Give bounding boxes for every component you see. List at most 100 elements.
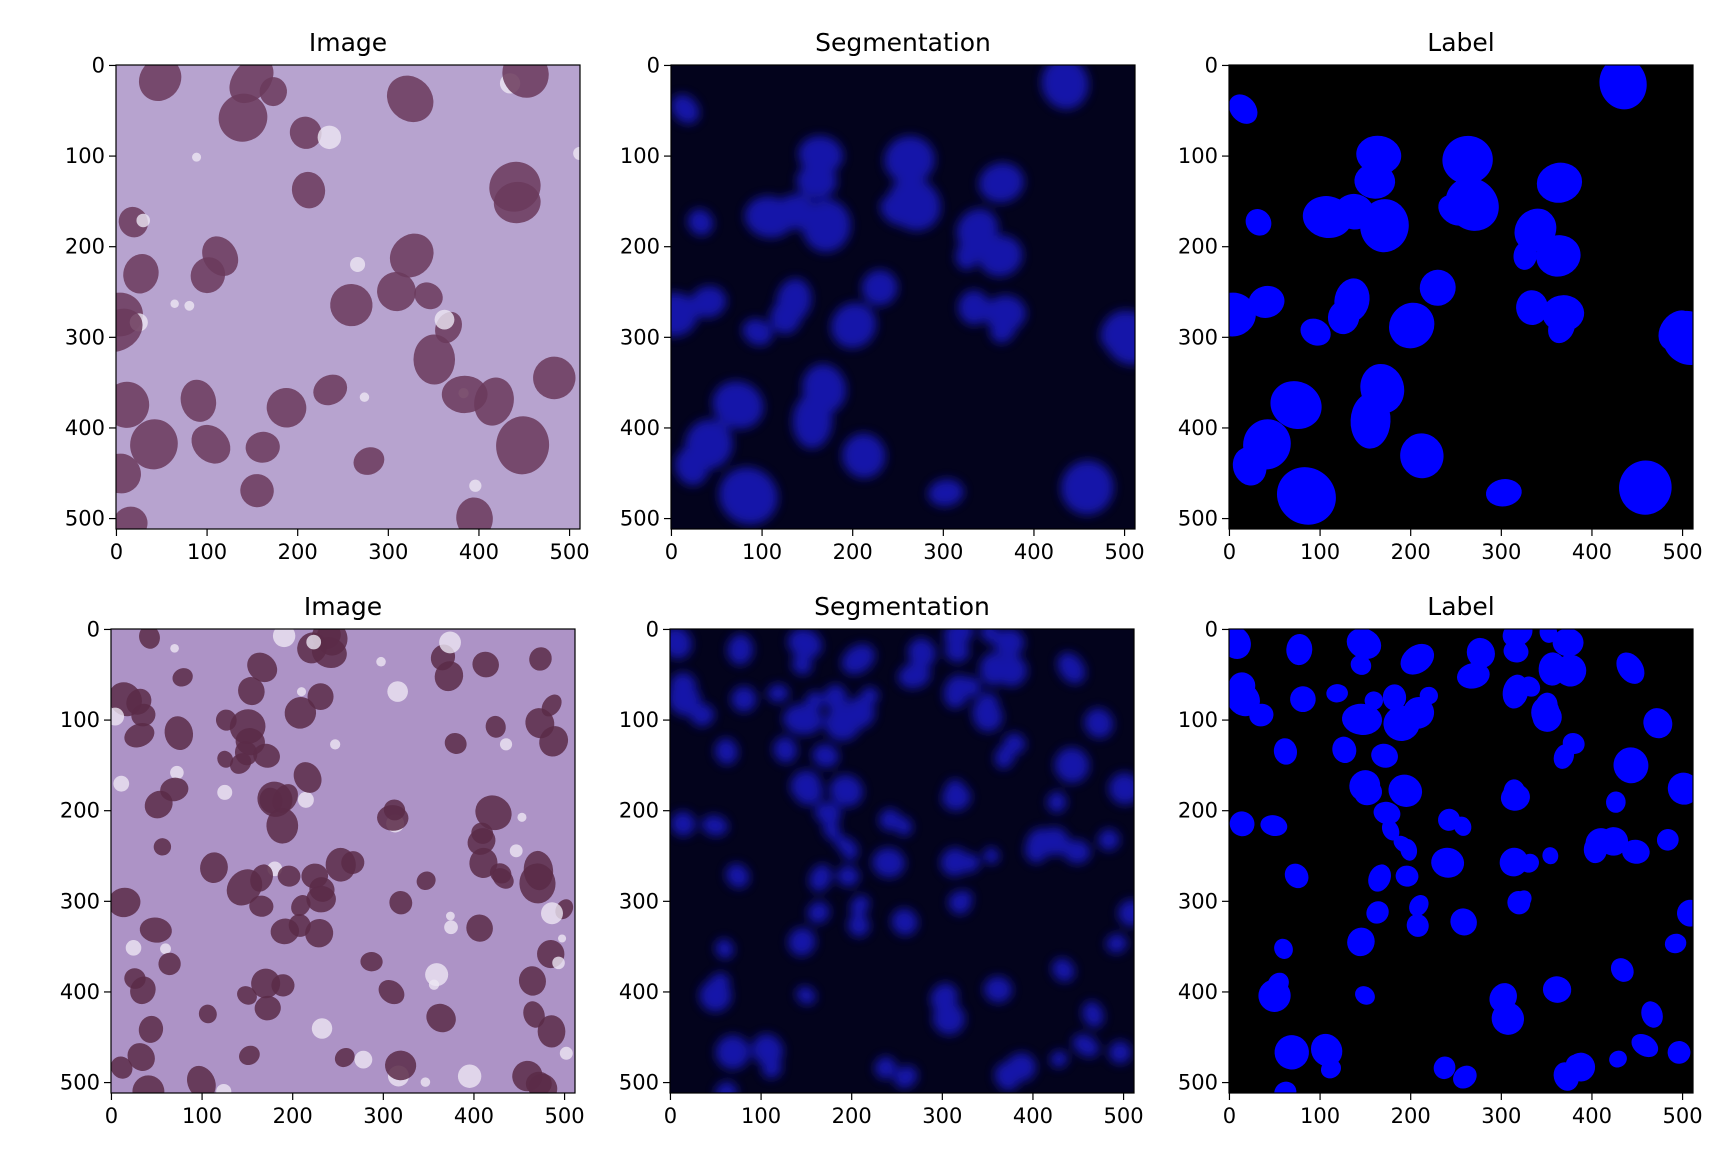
nucleus <box>253 743 280 768</box>
vacuole <box>296 687 307 697</box>
subplot-title: Label <box>1427 28 1494 57</box>
nucleus <box>1553 744 1575 769</box>
nuclei <box>1229 629 1693 1093</box>
nucleus <box>164 716 194 750</box>
nucleus <box>1664 933 1687 954</box>
nucleus <box>1274 1081 1297 1093</box>
nucleus <box>1258 979 1291 1012</box>
y-tick-label: 400 <box>1178 980 1218 1004</box>
nucleus <box>1245 209 1272 236</box>
y-tick-label: 300 <box>1178 889 1218 913</box>
nucleus <box>489 161 541 212</box>
nucleus <box>537 1015 566 1048</box>
y-tick-label: 200 <box>60 799 100 823</box>
x-tick-label: 300 <box>368 540 408 564</box>
image <box>1229 65 1693 529</box>
nucleus <box>1538 652 1567 686</box>
x-tick-label: 100 <box>742 540 782 564</box>
y-tick-label: 100 <box>65 144 105 168</box>
nucleus <box>1347 927 1375 957</box>
y-tick-label: 300 <box>60 889 100 913</box>
nucleus <box>978 235 1023 277</box>
nucleus <box>767 684 789 703</box>
nucleus <box>798 135 844 175</box>
nucleus <box>289 116 322 149</box>
nucleus <box>831 302 877 349</box>
x-tick-label: 500 <box>1105 540 1145 564</box>
vacuole <box>317 125 342 150</box>
nucleus <box>761 1059 783 1079</box>
nucleus <box>790 770 822 802</box>
nucleus <box>1382 684 1407 711</box>
nucleus <box>191 424 231 464</box>
x-tick-label: 500 <box>1104 1104 1144 1128</box>
axes-frame <box>670 64 1136 530</box>
y-tick-label: 500 <box>1178 1071 1218 1095</box>
nucleus <box>247 652 278 683</box>
vacuole <box>125 940 142 956</box>
nucleus <box>1542 847 1559 865</box>
nucleus <box>993 629 1025 657</box>
nucleus <box>776 193 816 230</box>
y-tick-label: 400 <box>619 980 659 1004</box>
vacuole <box>359 392 370 402</box>
nucleus <box>360 952 383 972</box>
nucleus <box>1084 708 1114 739</box>
nucleus <box>111 1056 133 1079</box>
y-tick-label: 200 <box>1178 799 1218 823</box>
vacuole <box>376 656 386 667</box>
vacuole <box>160 943 171 955</box>
nucleus <box>1502 629 1533 647</box>
vacuole <box>192 152 202 162</box>
nucleus <box>1389 302 1435 349</box>
nucleus <box>1061 460 1114 515</box>
nucleus <box>1409 895 1429 917</box>
x-tick-label: 0 <box>665 540 678 564</box>
y-tick-label: 0 <box>1205 53 1218 77</box>
nucleus <box>200 852 228 884</box>
nucleus <box>130 976 156 1005</box>
nucleus <box>416 871 436 891</box>
nucleus <box>1656 829 1679 851</box>
y-tick-label: 300 <box>620 325 660 349</box>
nucleus <box>1395 865 1419 887</box>
nucleus <box>796 986 816 1005</box>
nucleus <box>984 295 1027 332</box>
y-tick-label: 500 <box>1178 507 1218 531</box>
nucleus <box>217 750 234 768</box>
nucleus <box>1229 292 1256 337</box>
nucleus <box>872 847 906 878</box>
nucleus <box>539 726 569 757</box>
subplot-title: Image <box>309 28 387 57</box>
x-tick-label: 0 <box>110 540 123 564</box>
nucleus <box>791 655 813 675</box>
x-tick-label: 200 <box>273 1104 313 1128</box>
x-tick-label: 100 <box>182 1104 222 1128</box>
x-tick-label: 200 <box>833 540 873 564</box>
nucleus <box>725 863 750 889</box>
subplot-title: Segmentation <box>815 28 991 57</box>
y-tick-label: 100 <box>1178 708 1218 732</box>
nucleus <box>891 908 918 936</box>
x-tick-label: 0 <box>1223 1104 1236 1128</box>
vacuole <box>552 956 565 970</box>
nucleus <box>305 918 334 948</box>
nucleus <box>378 980 405 1005</box>
nucleus <box>502 65 549 98</box>
nucleus <box>1229 94 1258 124</box>
nucleus <box>523 1001 545 1028</box>
nucleus <box>836 865 860 887</box>
nucleus <box>670 811 696 837</box>
nucleus <box>824 705 861 741</box>
nucleus <box>116 308 143 352</box>
nucleus <box>138 65 182 101</box>
nucleus <box>1286 634 1313 666</box>
nucleus <box>353 447 385 475</box>
nucleus <box>1466 637 1495 669</box>
nucleus <box>887 177 941 231</box>
nucleus <box>301 863 329 889</box>
nucleus <box>187 1065 216 1093</box>
nucleus <box>671 292 698 337</box>
